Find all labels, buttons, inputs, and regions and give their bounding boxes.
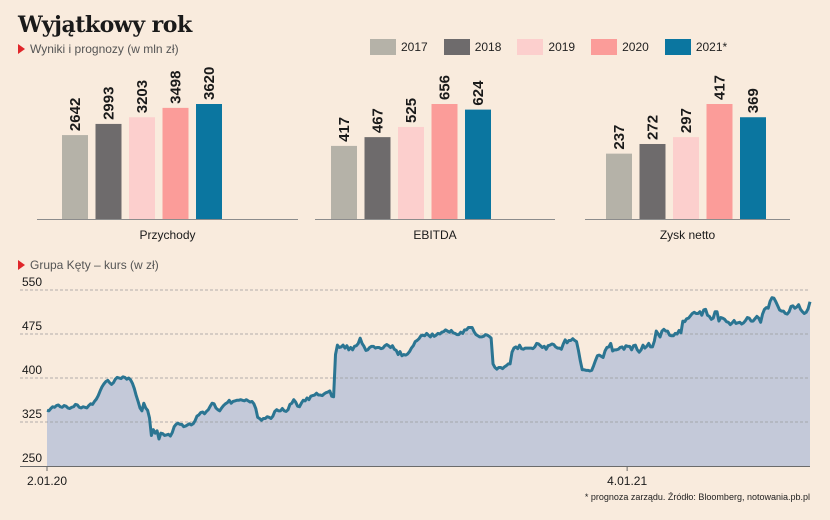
- bar-value-label: 3498: [168, 71, 185, 104]
- chart-title: Wyjątkowy rok: [18, 12, 192, 38]
- bar-value-label: 417: [712, 75, 729, 100]
- bar-value-label: 3203: [134, 80, 151, 113]
- legend: 2017 2018 2019 2020 2021*: [370, 39, 743, 55]
- legend-swatch: [443, 39, 470, 55]
- bar-charts: 2642 2993 3203 3498 3620 Przychody 417 467 525 65…: [37, 67, 790, 242]
- bar-przychody-2018: [95, 123, 122, 219]
- y-tick-label: 250: [22, 451, 42, 465]
- y-tick-label: 400: [22, 363, 42, 377]
- price-line: [46, 296, 812, 441]
- bar-subtitle-text: Wyniki i prognozy (w mln zł): [30, 42, 179, 56]
- bar-zysk-netto-2018: [639, 143, 666, 219]
- legend-swatch: [591, 39, 618, 55]
- bar-przychody-2017: [62, 135, 88, 219]
- y-tick-label: 475: [22, 319, 42, 333]
- legend-label: 2019: [548, 40, 576, 54]
- legend-item-2017: 2017: [370, 39, 428, 55]
- bar-zysk-netto-2019: [673, 137, 699, 219]
- bar-value-label: 2993: [101, 87, 118, 120]
- bar-przychody-2021: [196, 104, 222, 219]
- bar-ebitda-2020: [431, 104, 458, 219]
- y-tick-label: 550: [22, 275, 42, 289]
- bar-ebitda-2019: [398, 126, 424, 219]
- legend-label: 2017: [401, 40, 428, 54]
- bar-group-label: EBITDA: [413, 228, 456, 242]
- bar-zysk-netto-2017: [606, 153, 632, 219]
- bar-value-label: 237: [611, 125, 628, 150]
- legend-item-2021: 2021*: [664, 39, 728, 55]
- line-subtitle-text: Grupa Kęty – kurs (w zł): [30, 258, 159, 272]
- bar-value-label: 2642: [67, 98, 84, 131]
- bar-przychody-2019: [129, 117, 155, 219]
- bar-ebitda-2017: [331, 145, 357, 219]
- legend-item-2018: 2018: [443, 39, 502, 55]
- legend-item-2019: 2019: [517, 39, 575, 55]
- bar-zysk-netto-2020: [706, 104, 733, 219]
- bar-group-label: Zysk netto: [660, 228, 716, 242]
- bar-value-label: 624: [470, 80, 487, 106]
- bar-value-label: 525: [403, 98, 420, 123]
- bar-value-label: 656: [437, 75, 454, 100]
- legend-label: 2021*: [695, 40, 728, 54]
- y-tick-label: 325: [22, 407, 42, 421]
- legend-swatch: [664, 39, 691, 55]
- bar-value-label: 272: [645, 115, 662, 140]
- bar-group-label: Przychody: [139, 228, 195, 242]
- bar-value-label: 297: [678, 108, 695, 133]
- bar-value-label: 467: [370, 108, 387, 133]
- footnote: * prognoza zarządu. Źródło: Bloomberg, n…: [584, 492, 810, 502]
- bar-value-label: 369: [745, 88, 762, 113]
- legend-label: 2020: [622, 40, 649, 54]
- bar-ebitda-2018: [364, 137, 391, 219]
- price-area: [47, 297, 810, 466]
- legend-swatch: [370, 39, 396, 55]
- price-line-chart: 250 325 400 475 550 2.01.20 4.01.21: [20, 275, 812, 488]
- bar-value-label: 3620: [201, 67, 218, 100]
- bar-ebitda-2021: [465, 109, 491, 219]
- line-subtitle: Grupa Kęty – kurs (w zł): [18, 258, 159, 272]
- x-tick-label: 4.01.21: [607, 474, 647, 488]
- x-tick-label: 2.01.20: [27, 474, 67, 488]
- red-triangle-icon: [18, 44, 25, 54]
- red-triangle-icon: [18, 260, 25, 270]
- bar-zysk-netto-2021: [740, 117, 766, 219]
- bar-value-label: 417: [336, 117, 353, 142]
- legend-swatch: [517, 39, 544, 55]
- bar-subtitle: Wyniki i prognozy (w mln zł): [18, 42, 179, 56]
- bar-przychody-2020: [162, 107, 189, 219]
- legend-item-2020: 2020: [591, 39, 649, 55]
- legend-label: 2018: [474, 40, 502, 54]
